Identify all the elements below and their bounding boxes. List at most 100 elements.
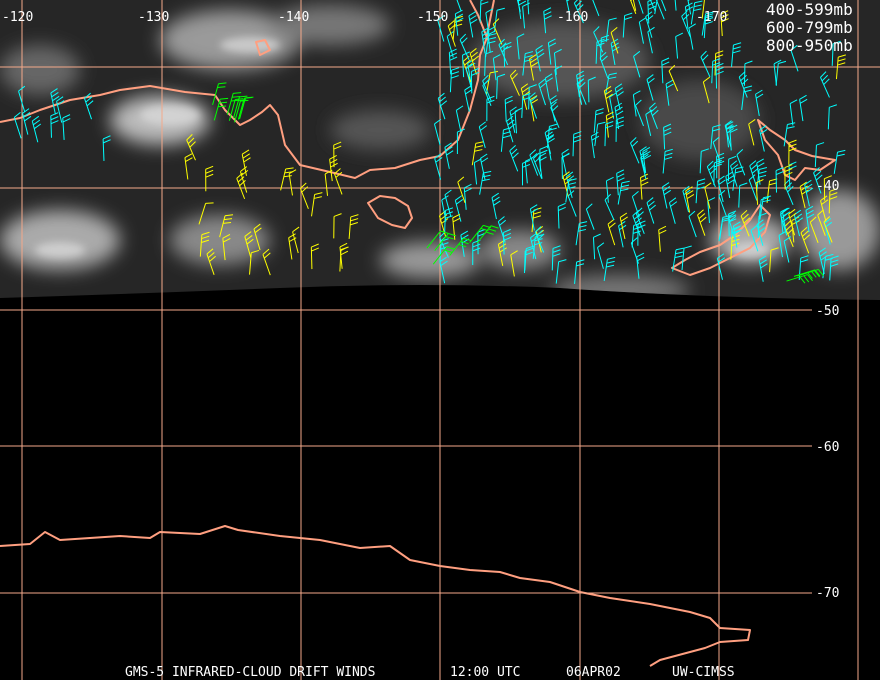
wind-barb: [823, 216, 833, 243]
wind-barb: [799, 181, 809, 209]
wind-barb: [439, 256, 448, 284]
wind-barb: [755, 89, 764, 117]
wind-barb: [668, 64, 679, 92]
wind-barb: [720, 10, 729, 37]
wind-barb: [521, 159, 531, 186]
wind-barb: [575, 221, 588, 246]
wind-barb: [476, 225, 499, 244]
wind-barb: [827, 104, 838, 130]
wind-barb: [509, 69, 520, 96]
wind-barb: [788, 139, 797, 165]
wind-barb: [433, 118, 442, 146]
wind-barb: [478, 121, 488, 148]
wind-barb: [727, 212, 737, 239]
australia-east-coast: [469, 0, 489, 41]
wind-barb: [655, 0, 665, 20]
wind-barb: [610, 27, 619, 54]
wind-barb: [697, 209, 707, 236]
wind-barb: [56, 96, 65, 123]
wind-barb: [447, 20, 456, 47]
wind-barb: [198, 202, 214, 225]
wind-barbs: [13, 0, 847, 284]
wind-barb: [706, 160, 717, 188]
wind-barb: [790, 44, 799, 72]
wind-barb: [748, 119, 756, 146]
wind-barb: [793, 209, 804, 237]
wind-barb: [814, 142, 825, 168]
wind-barb: [717, 175, 726, 203]
wind-barb: [448, 48, 458, 75]
wind-barb: [672, 247, 684, 272]
wind-barb: [736, 149, 746, 176]
wind-barb: [615, 116, 624, 142]
wind-barb: [775, 167, 784, 193]
wind-barb: [756, 219, 766, 246]
wind-barb: [681, 10, 691, 37]
wind-barb: [333, 213, 342, 239]
legend: 400-599mb 600-799mb 800-950mb: [766, 0, 853, 55]
wind-barb: [604, 120, 614, 147]
wind-barb: [538, 78, 547, 106]
wind-barb: [434, 233, 457, 252]
wind-barb: [793, 269, 821, 279]
longitude-labels: -120 -130 -140 -150 -160 -170: [2, 10, 727, 25]
wind-barb: [457, 176, 466, 203]
wind-barb: [646, 74, 655, 101]
wind-barb: [712, 136, 721, 164]
wind-barb: [462, 51, 471, 78]
wind-barb: [497, 239, 507, 266]
wind-barb: [590, 131, 600, 159]
wind-barb: [605, 111, 615, 138]
wind-barb: [809, 216, 819, 243]
wind-barb: [219, 214, 234, 238]
wind-barb: [823, 175, 832, 201]
wind-barb: [632, 0, 637, 11]
wind-barb: [502, 228, 512, 255]
wind-barb: [773, 59, 782, 86]
wind-barb: [482, 79, 492, 107]
wind-barb: [439, 238, 449, 264]
wind-barb: [491, 192, 501, 220]
legend-entry: 600-799mb: [766, 18, 853, 37]
wind-barb: [479, 0, 489, 23]
wind-barb: [614, 102, 624, 130]
wind-barb: [813, 167, 823, 194]
wind-barb: [62, 114, 71, 140]
wind-barb: [546, 123, 558, 149]
wind-barb: [516, 0, 521, 12]
wind-barb: [756, 166, 768, 192]
wind-barb: [593, 108, 604, 133]
wind-barb: [786, 274, 813, 284]
wind-barb: [538, 152, 547, 179]
wind-barb: [600, 34, 610, 61]
wind-barb: [339, 242, 349, 269]
wind-barb: [725, 171, 735, 198]
wind-barb: [522, 2, 530, 29]
wind-barb: [729, 124, 738, 151]
wind-barb: [557, 202, 566, 229]
wind-barb: [522, 51, 534, 76]
wind-barb: [614, 83, 624, 110]
wind-barb: [819, 71, 830, 98]
wind-barb: [348, 214, 359, 239]
wind-barb: [783, 236, 792, 263]
wind-barb: [509, 106, 518, 133]
wind-barb: [730, 234, 740, 260]
wind-barb: [249, 249, 260, 275]
wind-barb: [828, 188, 838, 214]
wind-barb: [510, 250, 518, 277]
wind-barb: [609, 92, 617, 119]
wind-barb: [661, 182, 672, 209]
wind-barb: [646, 197, 656, 224]
wind-barb: [727, 155, 737, 182]
wind-barb: [585, 203, 595, 230]
wind-barb: [311, 192, 323, 217]
wind-barb: [638, 0, 644, 14]
wind-barb: [464, 85, 473, 112]
wind-barb: [329, 155, 338, 182]
wind-barb: [635, 99, 644, 127]
wind-barb: [459, 33, 470, 61]
wind-barb: [789, 99, 798, 126]
wind-barb: [740, 210, 751, 237]
wind-barb: [500, 127, 512, 152]
